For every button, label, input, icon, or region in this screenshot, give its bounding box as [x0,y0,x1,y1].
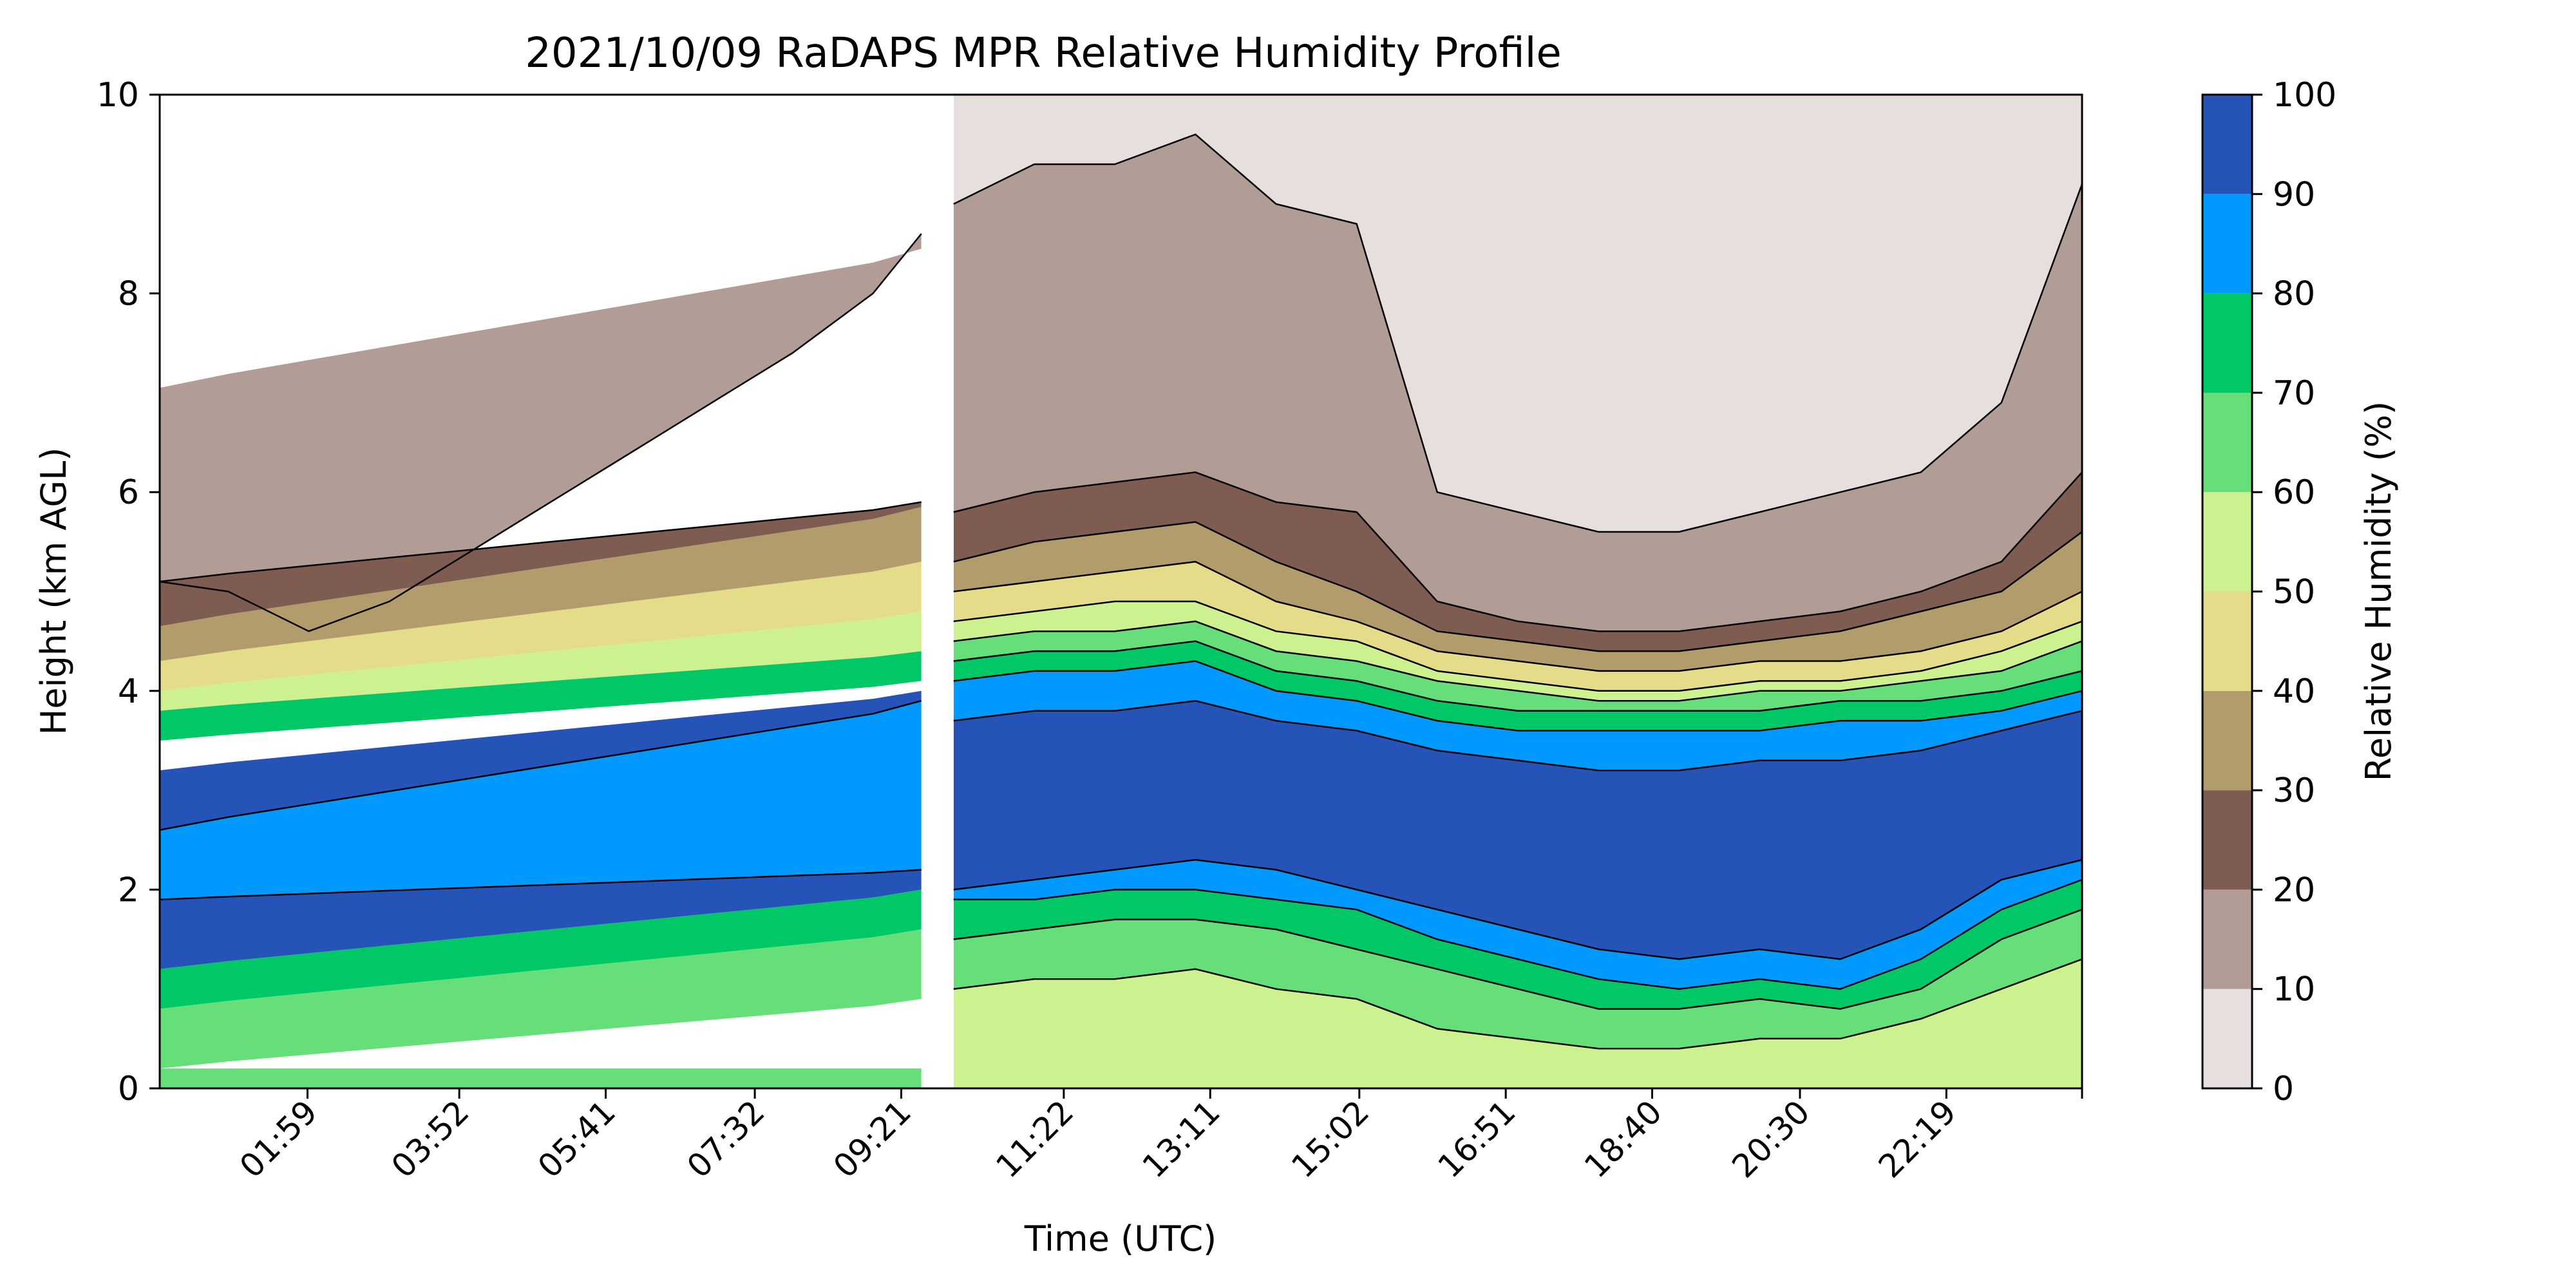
band-rh-80-90 [953,661,2082,771]
x-tick-label: 16:51 [1431,1093,1523,1185]
chart-title: 2021/10/09 RaDAPS MPR Relative Humidity … [525,30,1562,77]
contour-line-rh-90 [953,699,2083,772]
x-tick-label: 05:41 [531,1093,623,1185]
band-rh-10-20-early [160,234,922,632]
x-axis: 01:59 03:52 05:41 07:32 09:21 11:22 13:11 15:02… [232,1088,2083,1185]
band-rh-40-50-early [160,562,922,691]
band-rh-60-70 [953,621,2082,711]
plot-frame [158,93,2083,1090]
band-rh-0-10 [953,95,2082,532]
contour-line-rh-70-lower [953,909,2083,1010]
contour-line-rh-20 [953,471,2083,632]
band-rh-60-70-lower-early [160,929,922,1069]
x-tick-label: 18:40 [1577,1093,1669,1185]
colorbar-tick-label: 10 [2273,971,2315,1009]
contour-line-rh-90-lower-early [159,869,922,901]
humidity-contour-bands [160,95,2082,1088]
colorbar-tick-label: 70 [2273,374,2315,413]
band-rh-near-surface-early [160,1068,922,1088]
band-rh-70-80-lower [953,880,2082,1009]
y-tick-label: 4 [118,672,139,711]
x-tick-label: 09:21 [826,1093,918,1185]
y-axis: 0 2 4 6 8 10 [97,76,160,1108]
band-rh-40-50 [953,562,2082,691]
band-rh-90-100-early [160,690,922,830]
colorbar-tick-label: 90 [2273,175,2315,214]
x-tick-label: 11:22 [989,1093,1081,1185]
colorbar-swatch [2202,591,2252,691]
colorbar-tick-label: 20 [2273,871,2315,909]
colorbar-swatch [2202,95,2252,194]
band-rh-80-90-lower [953,860,2082,989]
humidity-contour-lines [159,133,2083,1050]
contour-line-rh-60-lower [953,958,2083,1050]
contour-line-rh-40 [953,560,2083,672]
band-rh-70-80-early [160,651,922,741]
colorbar-tick-label: 80 [2273,275,2315,314]
band-rh-90-100-lower-early [160,869,922,969]
band-rh-50-60 [953,601,2082,701]
band-rh-80-90-early [160,701,922,900]
x-tick-label: 20:30 [1725,1093,1817,1185]
colorbar: 0 10 20 30 40 50 60 70 80 90 100 [2201,76,2336,1108]
contour-line-rh-10 [953,133,2083,533]
y-tick-label: 6 [118,473,139,512]
x-axis-label: Time (UTC) [1024,1218,1217,1259]
colorbar-tick-label: 50 [2273,573,2315,612]
x-tick-label: 15:02 [1284,1093,1376,1185]
band-rh-30-40 [953,522,2082,671]
x-tick-label: 01:59 [232,1093,325,1185]
colorbar-tick-label: 40 [2273,672,2315,711]
colorbar-swatch [2202,293,2252,393]
plot-area [158,93,2083,1090]
colorbar-tick-label: 100 [2273,76,2336,115]
x-tick-label: 03:52 [384,1093,477,1185]
contour-line-rh-80-lower [953,878,2083,990]
colorbar-swatch [2202,492,2252,592]
y-tick-label: 10 [97,76,139,115]
contour-line-rh-90-early [159,699,922,831]
y-tick-label: 2 [118,871,139,909]
contour-line-rh-20-early [159,501,922,583]
contour-line-rh-50 [953,600,2083,692]
x-tick-label: 07:32 [680,1093,772,1185]
band-rh-50-60-early [160,611,922,711]
contour-line-rh-70 [953,640,2083,712]
colorbar-tick-label: 30 [2273,772,2315,810]
colorbar-swatch [2202,194,2252,294]
contour-line-rh-30 [953,521,2083,652]
x-tick-label: 22:19 [1871,1093,1964,1185]
band-rh-20-30 [953,472,2082,652]
contour-line-rh-60 [953,620,2083,702]
y-tick-label: 8 [118,275,139,314]
band-rh-50-60-lower [953,959,2082,1088]
colorbar-swatch [2202,889,2252,989]
band-rh-70-80 [953,641,2082,731]
band-rh-30-40-early [160,507,922,661]
y-tick-label: 0 [118,1070,139,1108]
band-rh-70-80-lower-early [160,889,922,1009]
data-gap [921,95,954,1088]
band-rh-20-30-early [160,502,922,627]
contour-line-rh-80 [953,660,2083,732]
colorbar-swatch [2202,690,2252,791]
colorbar-tick-label: 0 [2273,1070,2294,1108]
contour-line-rh-10-early [159,233,922,632]
band-rh-60-70-lower [953,909,2082,1049]
band-rh-10-20 [953,134,2082,632]
x-tick-label: 13:11 [1135,1093,1227,1185]
colorbar-label: Relative Humidity (%) [2358,401,2399,781]
colorbar-swatch [2202,989,2252,1088]
band-rh-90-100 [953,701,2082,960]
contour-line-rh-90-lower [953,858,2083,960]
colorbar-tick-label: 60 [2273,473,2315,512]
y-axis-label: Height (km AGL) [33,448,74,735]
colorbar-swatch [2202,392,2252,493]
colorbar-swatch [2202,790,2252,890]
